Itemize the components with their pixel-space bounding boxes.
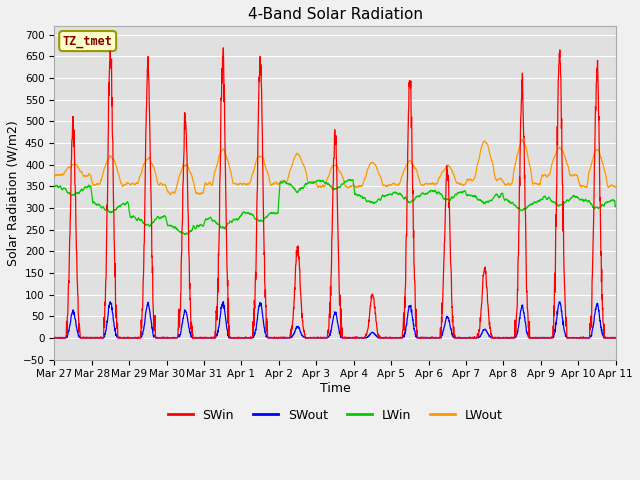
Legend: SWin, SWout, LWin, LWout: SWin, SWout, LWin, LWout [163, 404, 508, 427]
Title: 4-Band Solar Radiation: 4-Band Solar Radiation [248, 7, 422, 22]
Text: TZ_tmet: TZ_tmet [63, 35, 113, 48]
Y-axis label: Solar Radiation (W/m2): Solar Radiation (W/m2) [7, 120, 20, 265]
X-axis label: Time: Time [319, 382, 351, 395]
